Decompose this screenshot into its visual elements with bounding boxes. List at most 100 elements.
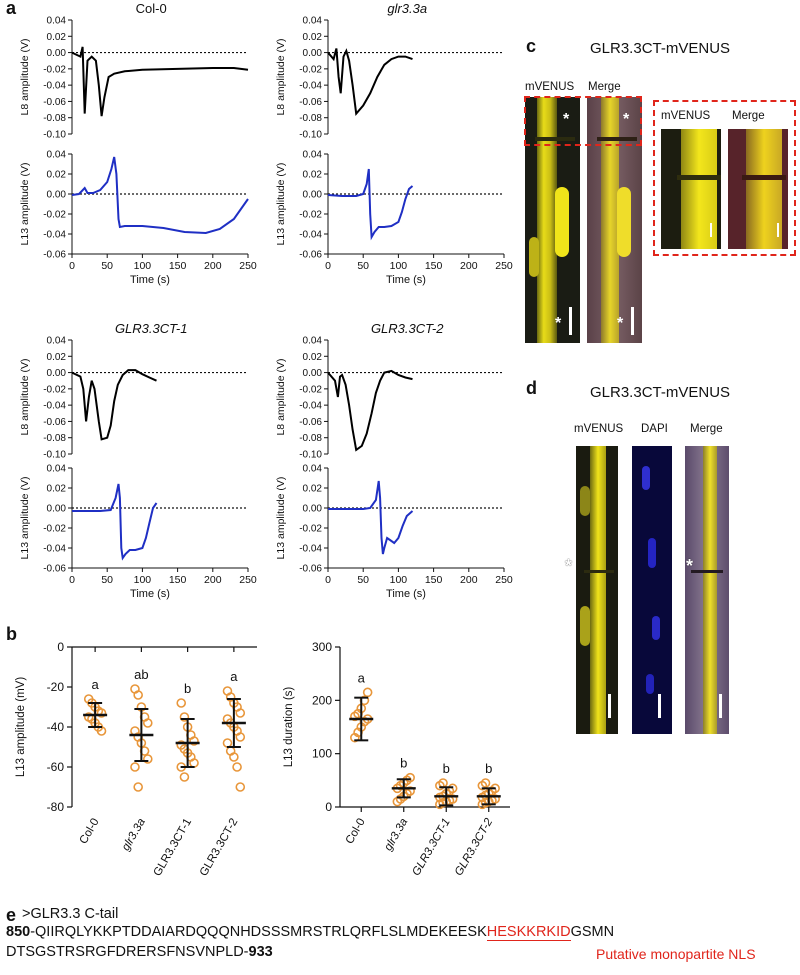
- x-tick-label: 100: [390, 574, 408, 586]
- series-line: [327, 48, 413, 116]
- inset-merge-label: Merge: [732, 110, 765, 122]
- inset-merge-image: [728, 129, 788, 249]
- y-tick-label: 0.02: [47, 484, 67, 495]
- series-line: [327, 168, 414, 241]
- y-tick-label: 0.02: [303, 32, 323, 43]
- y-tick-label: 0.04: [47, 336, 67, 347]
- y-tick-label: -0.06: [43, 250, 66, 261]
- y-tick-label: -0.04: [299, 81, 322, 92]
- chart-title: GLR3.3CT-2: [371, 321, 444, 336]
- x-tick-label: 0: [69, 260, 75, 272]
- sequence-start: 850: [6, 924, 31, 940]
- panel-c: GLR3.3CT-mVENUS mVENUS Merge * * * * mVE…: [520, 0, 800, 360]
- x-tick-label: 150: [169, 260, 187, 272]
- y-tick-label: -0.06: [299, 417, 322, 428]
- y-tick-label: 0.04: [303, 464, 323, 475]
- data-point: [142, 718, 153, 728]
- data-point: [229, 752, 239, 762]
- category-label: GLR3.3CT-1: [152, 817, 195, 879]
- panel-letter-c: c: [526, 36, 537, 56]
- y-tick-label: -0.04: [299, 401, 322, 412]
- panel-d: GLR3.3CT-mVENUS mVENUS DAPI Merge * *: [520, 370, 800, 870]
- panel-letter-a: a: [6, 0, 17, 18]
- nls-annotation: Putative monopartite NLS: [596, 946, 756, 962]
- category-label: GLR3.3CT-1: [410, 817, 452, 879]
- sequence-line-1: 850-QIIRQLYKKPTDDAIARDQQQNHDSSSMRSTRLQRF…: [6, 923, 614, 941]
- x-tick-label: 100: [134, 260, 152, 272]
- x-tick-label: 250: [495, 574, 513, 586]
- x-tick-label: 50: [357, 574, 369, 586]
- panel-d-merge-label: Merge: [690, 423, 723, 435]
- data-point: [96, 708, 107, 718]
- panel-letter-e: e: [6, 905, 17, 925]
- category-label: glr3.3a: [120, 817, 148, 853]
- data-point: [133, 782, 143, 792]
- y-tick-label: 100: [312, 747, 332, 761]
- y-tick-label: 0.04: [303, 336, 323, 347]
- y-tick-label: 200: [312, 693, 332, 707]
- y-tick-label: 0.02: [303, 352, 323, 363]
- y-tick-label: -0.10: [299, 450, 322, 461]
- y-axis-label: L13 amplitude (V): [19, 163, 31, 246]
- asterisk-top: *: [563, 111, 570, 128]
- significance-letter: a: [358, 670, 366, 685]
- y-axis-label: L8 amplitude (V): [275, 38, 287, 115]
- significance-letter: b: [400, 756, 407, 771]
- y-tick-label: -0.02: [299, 384, 322, 395]
- y-tick-label: -0.02: [299, 524, 322, 535]
- scale-bar: [631, 307, 634, 335]
- x-tick-label: 150: [169, 574, 187, 586]
- scale-bar: [608, 694, 611, 718]
- y-tick-label: -0.06: [43, 97, 66, 108]
- y-tick-label: 0.00: [47, 368, 67, 379]
- inset-mvenus-image: [661, 129, 721, 249]
- x-tick-label: 0: [69, 574, 75, 586]
- panel-d-mvenus-image: [576, 446, 618, 734]
- panel-c-inset: mVENUS Merge: [653, 100, 796, 256]
- asterisk-bottom: *: [555, 315, 562, 332]
- scale-bar: [658, 694, 661, 718]
- sequence-header: >GLR3.3 C-tail: [22, 906, 119, 922]
- y-tick-label: 0.00: [303, 504, 323, 515]
- y-tick-label: 0.04: [47, 150, 67, 161]
- sequence-line-2: DTSGSTRSRGFDRERSFNSVNPLD-933: [6, 943, 273, 961]
- significance-letter: b: [184, 681, 191, 696]
- inset-selection-box: [524, 96, 642, 146]
- data-point: [179, 712, 190, 722]
- x-tick-label: 250: [239, 574, 257, 586]
- y-tick-label: -0.10: [43, 130, 66, 141]
- x-axis-label: Time (s): [130, 588, 170, 600]
- x-tick-label: 200: [460, 260, 478, 272]
- category-label: glr3.3a: [382, 817, 410, 853]
- y-tick-label: 0.04: [303, 16, 323, 27]
- scale-bar: [719, 694, 722, 718]
- x-tick-label: 100: [134, 574, 152, 586]
- series-line: [71, 46, 249, 117]
- x-tick-label: 0: [325, 574, 331, 586]
- y-tick-label: -0.06: [299, 564, 322, 575]
- y-tick-label: -0.02: [43, 384, 66, 395]
- y-axis-label: L13 amplitude (V): [19, 477, 31, 560]
- y-tick-label: -0.08: [43, 113, 66, 124]
- x-tick-label: 250: [495, 260, 513, 272]
- asterisk-bottom: *: [617, 315, 624, 332]
- data-point: [235, 732, 246, 742]
- panel-c-title: GLR3.3CT-mVENUS: [590, 40, 731, 57]
- panel-letter-b: b: [6, 624, 17, 644]
- data-point: [405, 786, 415, 796]
- y-tick-label: 0.00: [47, 48, 67, 59]
- data-point: [362, 687, 373, 698]
- nls-motif: HESKKRKID: [486, 924, 571, 941]
- series-line: [327, 369, 413, 452]
- y-tick-label: -0.06: [43, 417, 66, 428]
- y-axis-label: L13 amplitude (mV): [15, 677, 27, 778]
- y-tick-label: 0.02: [47, 32, 67, 43]
- y-tick-label: 0.00: [47, 504, 67, 515]
- sequence-part-3: DTSGSTRSRGFDRERSFNSVNPLD-: [6, 944, 249, 960]
- category-label: Col-0: [344, 817, 368, 847]
- x-axis-label: Time (s): [386, 588, 426, 600]
- series-line: [72, 483, 158, 561]
- data-point: [480, 778, 491, 788]
- chart-title: Col-0: [136, 1, 167, 16]
- series-line: [71, 156, 249, 235]
